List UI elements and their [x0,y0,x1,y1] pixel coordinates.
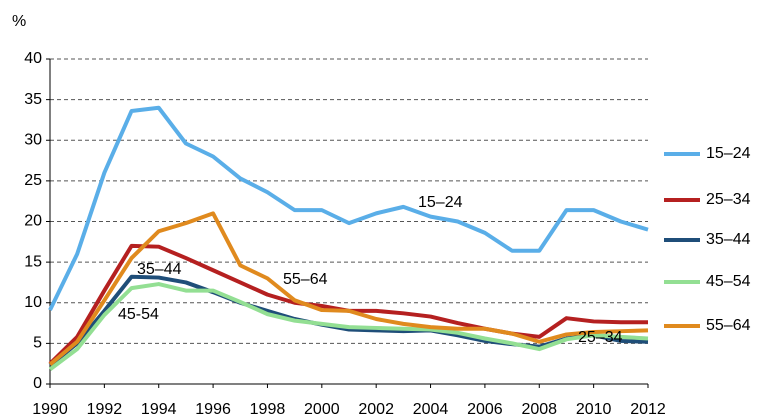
annotation: 15–24 [418,194,463,211]
y-axis-label: % [12,13,26,30]
y-tick-label: 25 [24,172,42,189]
legend-label: 45–54 [706,273,751,290]
x-tick-label: 1998 [250,401,286,418]
x-tick-label: 1990 [32,401,68,418]
y-tick-label: 35 [24,91,42,108]
x-tick-label: 2000 [304,401,340,418]
legend-label: 35–44 [706,231,751,248]
y-tick-label: 20 [24,213,42,230]
series-line [48,105,649,311]
legend-label: 25–34 [706,191,751,208]
x-tick-label: 1994 [141,401,177,418]
x-tick-label: 1992 [87,401,123,418]
y-tick-label: 30 [24,131,42,148]
y-tick-label: 0 [33,375,42,392]
y-tick-label: 5 [33,335,42,352]
y-tick-label: 10 [24,294,42,311]
annotation: 25–34 [578,329,623,346]
x-tick-label: 2006 [467,401,503,418]
x-tick-label: 1996 [195,401,231,418]
x-tick-label: 2004 [413,401,449,418]
annotation: 35–44 [137,261,182,278]
annotation: 45-54 [118,306,159,323]
y-tick-label: 40 [24,50,42,67]
x-tick-label: 2010 [576,401,612,418]
y-tick-label: 15 [24,253,42,270]
x-tick-label: 2008 [521,401,557,418]
series-line [48,282,649,371]
x-tick-label: 2012 [630,401,666,418]
x-tick-label: 2002 [358,401,394,418]
legend-label: 15–24 [706,145,751,162]
series-line [48,211,649,367]
annotation: 55–64 [283,271,328,288]
legend-label: 55–64 [706,317,751,334]
